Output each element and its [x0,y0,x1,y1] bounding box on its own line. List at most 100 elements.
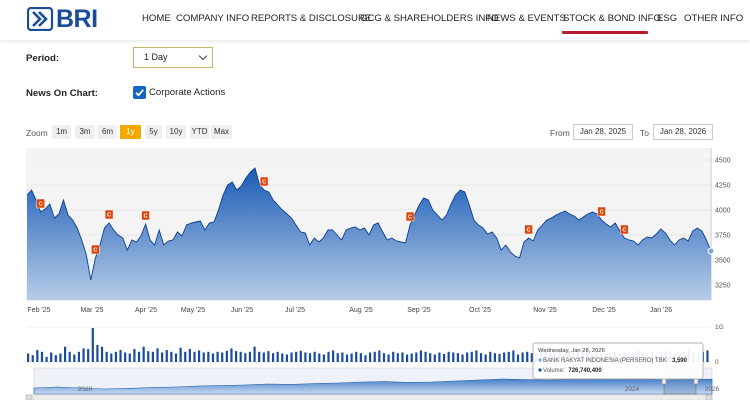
zoom-1m-button[interactable]: 1m [52,125,71,139]
volume-bar [188,349,191,362]
volume-bar [128,353,131,362]
corporate-action-marker[interactable]: C [104,209,114,220]
volume-bar [290,352,293,362]
volume-bar [161,352,164,362]
nav-item-other-info[interactable]: OTHER INFO [684,13,744,24]
marker-box [620,224,629,235]
corporate-action-marker[interactable]: C [91,244,100,255]
corporate-action-marker[interactable]: C [405,211,415,222]
volume-bar [230,348,233,362]
nav-item-esg[interactable]: ESG [657,13,678,24]
volume-bar [234,351,238,362]
corporate-action-marker[interactable]: C [259,176,269,187]
nav-item-news-events[interactable]: NEWS & EVENTS [487,13,566,24]
corporate-action-marker[interactable]: C [524,224,533,235]
price-line [26,167,712,281]
marker-label: C [408,215,412,221]
corporate-action-marker[interactable]: C [597,206,606,217]
volume-bar [36,350,39,362]
volume-bar [40,351,44,362]
x-tick-label: Aug '25 [349,307,373,314]
nav-item-company-info[interactable]: COMPANY INFO [176,13,250,24]
to-date-input[interactable]: Jan 28, 2026 [653,124,713,140]
volume-bar [410,353,413,362]
volume-bar [475,350,478,362]
volume-bar [110,353,113,362]
volume-bar [50,352,53,362]
corporate-action-marker[interactable]: C [141,210,150,221]
from-date-input[interactable]: Jan 28, 2025 [573,124,633,140]
marker-label: C [600,210,604,216]
volume-bar [262,352,265,362]
corporate-action-marker[interactable]: C [36,198,45,209]
volume-bar [359,353,362,362]
y-tick-label: 4500 [715,158,731,165]
volume-bar [392,351,395,362]
volume-bar [355,351,358,362]
zoom-1y-button[interactable]: 1y [120,125,141,139]
volume-tick-label: 1G [715,324,724,331]
x-tick-label: Mar '25 [80,307,103,314]
volume-bar [322,354,325,362]
volume-bar [174,353,178,362]
x-tick-label: Dec '25 [592,307,616,314]
volume-bar [124,352,127,362]
zoom-5y-button[interactable]: 5y [145,125,162,139]
zoom-10y-button[interactable]: 10y [166,125,186,139]
volume-bar [479,353,483,362]
corporate-action-marker[interactable]: C [620,224,629,235]
volume-bar [142,346,145,362]
zoom-ytd-button[interactable]: YTD [190,125,209,139]
nav-item-reports-disclosure[interactable]: REPORTS & DISCLOSURE [251,13,372,24]
svg-text:BANK RAKYAT INDONESIA (PERSERO: BANK RAKYAT INDONESIA (PERSERO) TBK: 3,5… [543,358,688,364]
volume-bar [512,350,515,362]
x-tick-label: Jan '26 [650,307,672,314]
volume-bar [82,348,85,362]
volume-bar [489,351,492,362]
volume-bar [68,351,71,362]
volume-bar [258,351,261,362]
x-tick-label: May '25 [181,307,205,314]
zoom-6m-button[interactable]: 6m [98,125,117,139]
scroll-right-button[interactable] [705,394,713,400]
marker-box [405,211,415,222]
volume-bar [59,353,62,362]
volume-bar [304,352,307,362]
volume-bar [507,351,510,362]
volume-bar [401,352,404,362]
volume-bar [239,351,242,362]
svg-text:Volume: 726,740,400: Volume: 726,740,400 [543,368,602,374]
volume-bar [170,351,173,362]
marker-box [91,244,100,255]
nav-item-stock-bond-info[interactable]: STOCK & BOND INFO [563,13,661,24]
volume-bar [350,353,353,362]
volume-bar [221,352,224,362]
zoom-3m-button[interactable]: 3m [75,125,95,139]
y-tick-label: 3250 [715,283,731,290]
nav-item-gcg-shareholders-info[interactable]: GCG & SHAREHOLDERS INFO [360,13,499,24]
marker-box [141,210,150,221]
y-tick-label: 4250 [715,183,731,190]
period-value: 1 Day [144,52,168,62]
volume-bar [521,352,524,362]
volume-bar [382,353,386,362]
volume-bar [345,354,349,362]
volume-bar [387,354,390,362]
volume-bar [466,352,469,362]
period-select[interactable]: 1 Day [133,47,213,68]
zoom-max-button[interactable]: Max [211,125,232,139]
period-label: Period: [26,53,60,64]
nav-item-home[interactable]: HOME [142,13,171,24]
corporate-actions-checkbox[interactable] [133,86,146,99]
corporate-actions-label[interactable]: Corporate Actions [149,87,226,98]
navigator-year-label: 2020 [78,386,93,393]
scroll-left-button[interactable] [25,394,33,400]
volume-bar [119,350,122,362]
volume-bar [341,352,344,362]
volume-bar [364,355,367,362]
volume-bar [503,352,506,362]
bri-logo[interactable]: BRI [27,6,98,32]
marker-label: C [107,213,111,219]
x-tick-label: Feb '25 [27,307,50,314]
